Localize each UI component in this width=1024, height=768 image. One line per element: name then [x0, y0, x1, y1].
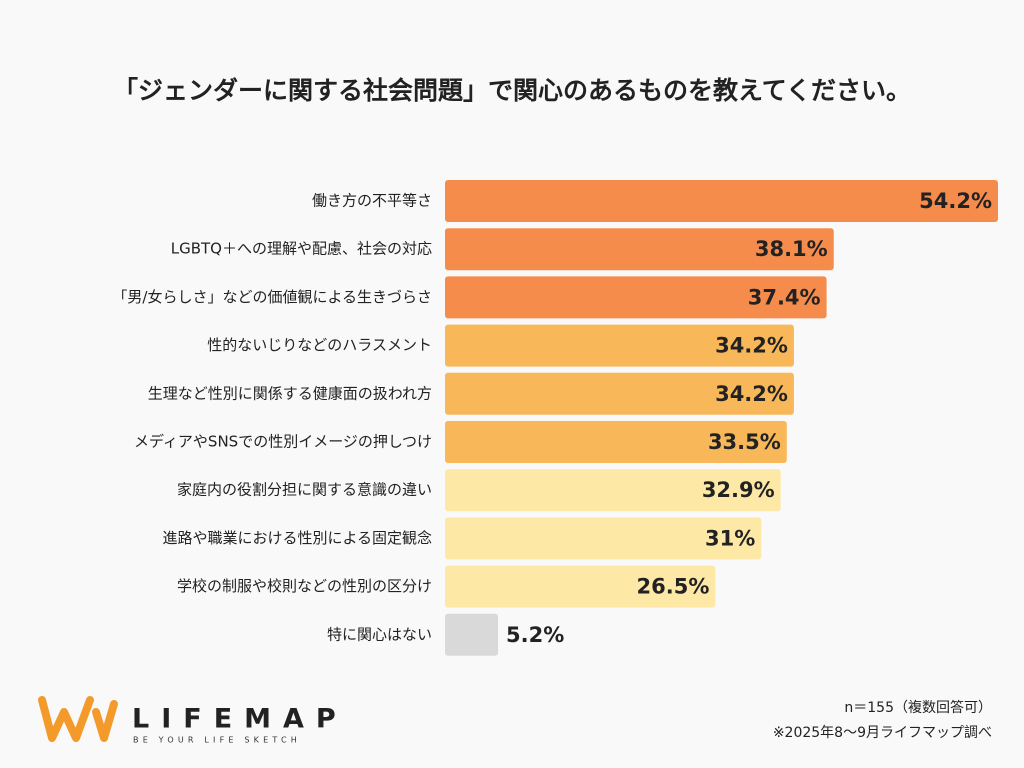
- category-label: 学校の制服や校則などの性別の区分け: [177, 577, 432, 595]
- value-label: 31%: [705, 526, 755, 550]
- value-label: 54.2%: [919, 189, 992, 213]
- category-label: 「男/女らしさ」などの価値観による生きづらさ: [112, 288, 432, 306]
- source-note: ※2025年8〜9月ライフマップ調べ: [773, 725, 992, 741]
- bar: [445, 517, 762, 560]
- bar: [445, 613, 499, 656]
- bar: [445, 228, 834, 271]
- value-label: 33.5%: [708, 430, 781, 454]
- value-label: 34.2%: [715, 382, 788, 406]
- category-label: 進路や職業における性別による固定観念: [162, 529, 432, 547]
- logo-icon: [38, 696, 118, 742]
- chart-title: 「ジェンダーに関する社会問題」で関心のあるものを教えてください。: [113, 76, 911, 105]
- bar: [445, 372, 794, 415]
- bar: [445, 276, 827, 319]
- bar: [445, 421, 787, 463]
- logo-name: LIFEMAP: [132, 704, 348, 735]
- value-label: 32.9%: [702, 478, 775, 502]
- category-label: メディアやSNSでの性別イメージの押しつけ: [134, 433, 432, 451]
- value-label: 5.2%: [506, 623, 564, 647]
- bar: [445, 180, 998, 222]
- bar: [445, 565, 716, 608]
- value-label: 34.2%: [715, 334, 788, 358]
- bar: [445, 469, 781, 512]
- category-label: 性的ないじりなどのハラスメント: [207, 336, 432, 354]
- category-label: 生理など性別に関係する健康面の扱われ方: [148, 384, 432, 402]
- category-label: LGBTQ＋への理解や配慮、社会の対応: [171, 240, 432, 258]
- value-label: 37.4%: [748, 285, 821, 309]
- value-label: 38.1%: [755, 237, 828, 261]
- sample-note: n＝155（複数回答可）: [844, 699, 992, 716]
- bar: [445, 324, 794, 367]
- category-label: 特に関心はない: [327, 625, 432, 643]
- value-label: 26.5%: [637, 575, 710, 599]
- category-label: 働き方の不平等さ: [312, 192, 432, 210]
- category-label: 家庭内の役割分担に関する意識の違い: [177, 481, 432, 499]
- logo-tagline: BE YOUR LIFE SKETCH: [133, 736, 301, 745]
